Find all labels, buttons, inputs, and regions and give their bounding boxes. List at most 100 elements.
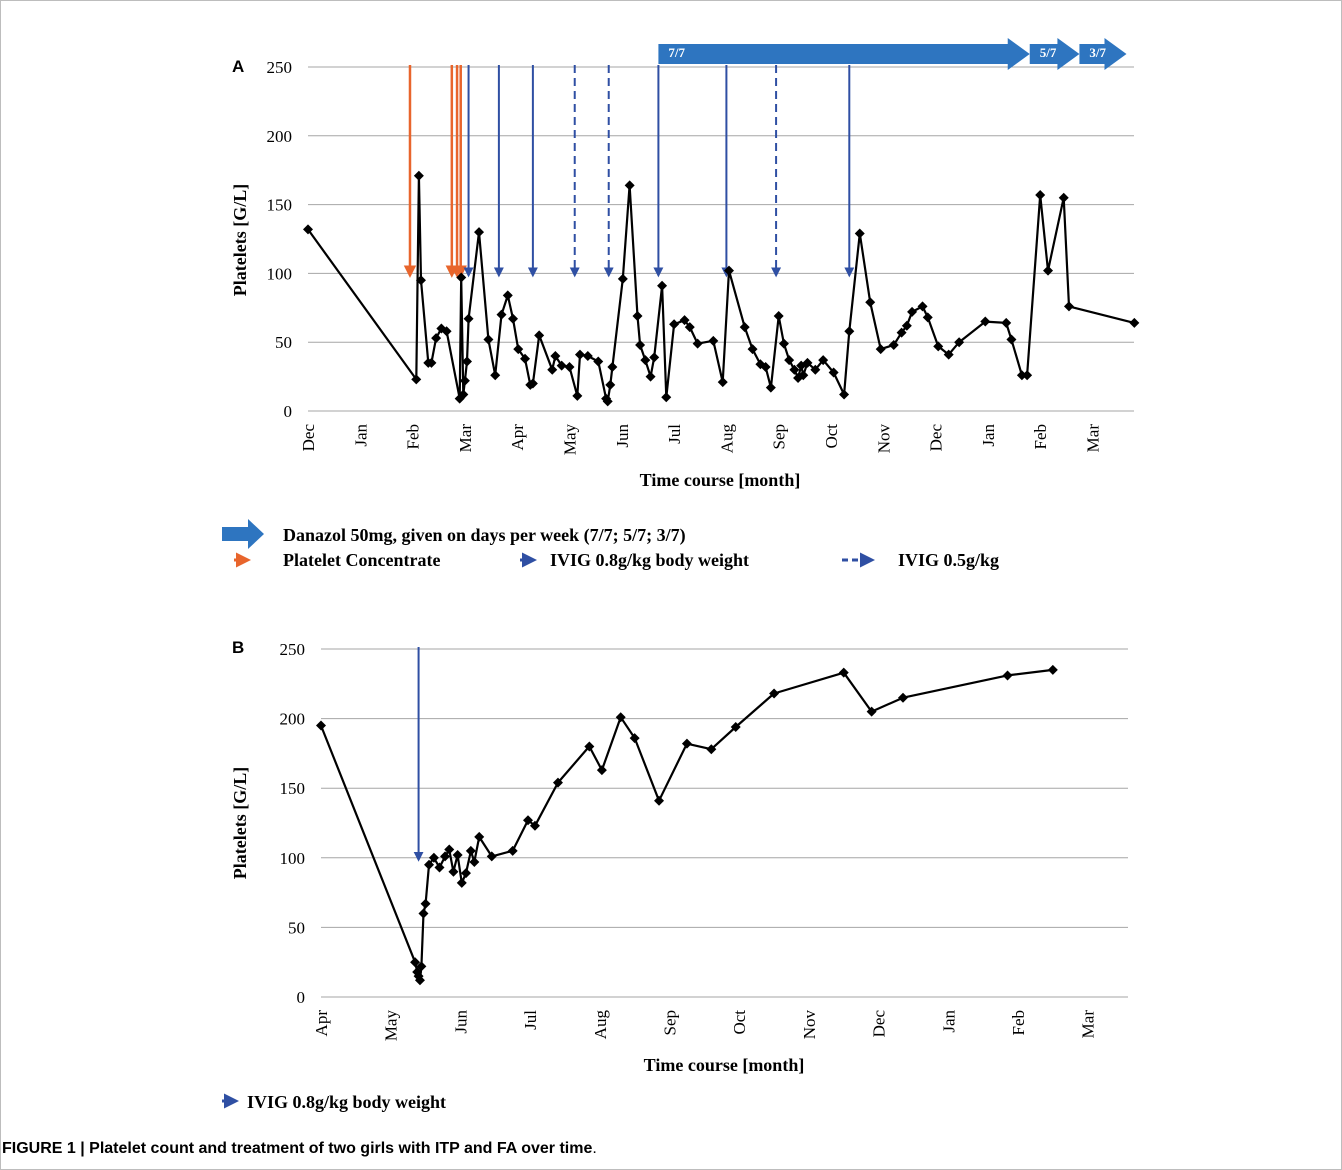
data-point [717, 377, 728, 388]
data-point [582, 350, 593, 361]
panel-b: B 0 50 100 150 200 250 Apr May Jun Jul Aug Sep Oct N… [230, 638, 1128, 1075]
y-tick-label: 200 [267, 127, 293, 146]
panel-b-x-ticks: Apr May Jun Jul Aug Sep Oct Nov Dec Jan Feb Mar [312, 1010, 1098, 1042]
data-point [896, 327, 907, 338]
data-point [411, 374, 422, 385]
y-tick-label: 150 [267, 196, 293, 215]
data-point [416, 961, 427, 972]
data-point [818, 355, 829, 366]
x-tick-label: Dec [870, 1010, 889, 1038]
data-point [922, 312, 933, 323]
y-tick-label: 0 [284, 402, 293, 421]
panel-b-series [316, 664, 1058, 986]
data-point [681, 738, 692, 749]
data-point [739, 322, 750, 333]
x-tick-label: Feb [1009, 1010, 1028, 1036]
data-point [469, 856, 480, 867]
data-point [1058, 192, 1069, 203]
data-point [624, 180, 635, 191]
data-point [459, 375, 470, 386]
data-point [854, 228, 865, 239]
caption-bold: FIGURE 1 | Platelet count and treatment … [2, 1140, 593, 1157]
data-point [645, 371, 656, 382]
x-tick-label: Oct [730, 1010, 749, 1035]
data-point [640, 355, 651, 366]
x-tick-label: Dec [927, 424, 946, 452]
danazol-arrow-label: 5/7 [1040, 45, 1057, 60]
data-point [523, 815, 534, 826]
x-tick-label: Jan [979, 424, 998, 447]
x-tick-label: Aug [591, 1010, 610, 1040]
data-point [607, 361, 618, 372]
data-point [508, 313, 519, 324]
panel-a-danazol-arrows: 7/7 5/7 3/7 [658, 38, 1127, 70]
legend-ivig-08: IVIG 0.8g/kg body weight [520, 550, 749, 570]
data-point [679, 315, 690, 326]
figure-svg: A 0 50 100 150 200 250 Dec Jan Feb Mar Apr May Jun J… [222, 38, 1140, 1112]
data-point [789, 364, 800, 375]
data-point [943, 349, 954, 360]
x-tick-label: Apr [508, 424, 527, 451]
series-line [319, 668, 1053, 982]
data-point [593, 356, 604, 367]
y-tick-label: 250 [280, 640, 306, 659]
data-point [778, 338, 789, 349]
data-point [529, 820, 540, 831]
data-point [657, 280, 668, 291]
data-point [649, 352, 660, 363]
data-point [1063, 301, 1074, 312]
data-point [572, 390, 583, 401]
data-point [474, 227, 485, 238]
data-point [456, 272, 467, 283]
data-point [901, 320, 912, 331]
x-tick-label: Feb [404, 424, 423, 450]
data-point [474, 831, 485, 842]
data-point [1047, 664, 1058, 675]
x-tick-label: Oct [822, 424, 841, 449]
x-tick-label: Apr [312, 1010, 331, 1037]
data-point [434, 862, 445, 873]
data-point [547, 364, 558, 375]
data-point [415, 275, 426, 286]
data-point [802, 357, 813, 368]
data-point [605, 379, 616, 390]
data-point [460, 868, 471, 879]
data-point [888, 339, 899, 350]
y-tick-label: 0 [297, 988, 306, 1007]
data-point [513, 344, 524, 355]
data-point [917, 301, 928, 312]
panel-b-y-ticks: 0 50 100 150 200 250 [280, 640, 306, 1007]
danazol-arrow [1079, 38, 1127, 70]
data-point [448, 866, 459, 877]
data-point [463, 313, 474, 324]
data-point [444, 844, 455, 855]
data-point [954, 337, 965, 348]
danazol-arrow [1029, 38, 1080, 70]
data-point [465, 845, 476, 856]
data-point [440, 851, 451, 862]
caption-end: . [592, 1140, 597, 1157]
x-tick-label: Mar [1079, 1010, 1098, 1039]
data-point [810, 364, 821, 375]
x-tick-label: May [382, 1010, 401, 1042]
data-point [654, 795, 665, 806]
panel-a-legend: Danazol 50mg, given on days per week (7/… [222, 519, 999, 570]
panel-a: A 0 50 100 150 200 250 Dec Jan Feb Mar Apr May Jun J… [230, 38, 1140, 490]
y-tick-label: 150 [280, 779, 306, 798]
data-point [456, 877, 467, 888]
data-point [635, 339, 646, 350]
data-point [431, 333, 442, 344]
data-point [502, 290, 513, 301]
x-tick-label: Mar [1084, 424, 1103, 453]
danazol-arrow-label: 7/7 [668, 45, 685, 60]
danazol-arrow [658, 38, 1030, 70]
data-point [839, 389, 850, 400]
x-tick-label: Jul [521, 1010, 540, 1030]
data-point [420, 898, 431, 909]
panel-a-grid [308, 66, 1134, 412]
data-point [1022, 370, 1033, 381]
panel-a-y-axis-title: Platelets [G/L] [230, 184, 250, 296]
data-point [798, 370, 809, 381]
x-tick-label: May [561, 424, 580, 456]
data-point [1035, 189, 1046, 200]
